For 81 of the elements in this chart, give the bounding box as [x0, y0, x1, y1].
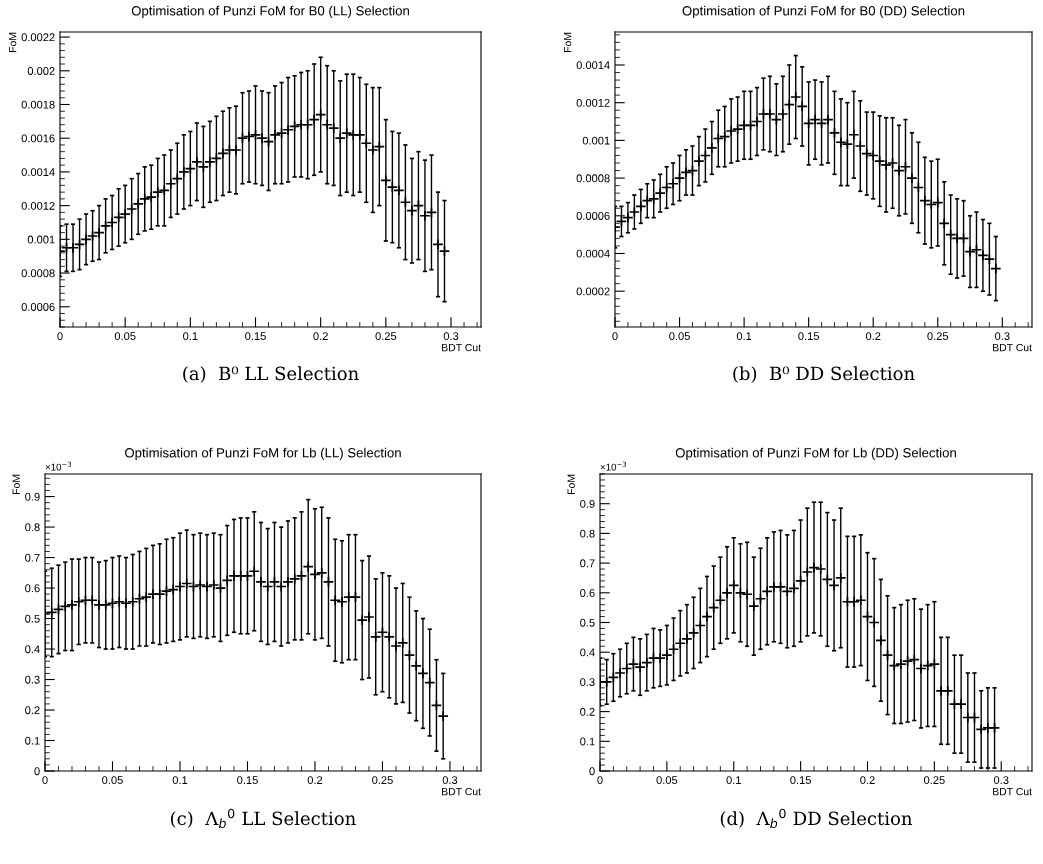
chart-title: Optimisation of Punzi FoM for B0 (LL) Selection [131, 5, 409, 19]
y-tick-label: 0.2 [25, 706, 40, 715]
x-tick-label: 0.05 [669, 332, 690, 341]
x-tick-label: 0.25 [375, 332, 397, 341]
text: (d) Λ$_{b}$$^{0}$ DD Selection [720, 808, 913, 829]
x-tick-label: 0.05 [656, 776, 678, 785]
x-tick-label: 0.2 [860, 776, 875, 785]
x-tick-label: 0.2 [865, 332, 881, 341]
chart-title: Optimisation of Punzi FoM for B0 (DD) Selection [682, 5, 965, 19]
y-tick-label: 0 [34, 767, 40, 776]
x-tick-label: 0.1 [736, 332, 752, 341]
y-axis-title: FoM [9, 32, 17, 52]
y-tick-label: 0.0012 [576, 98, 610, 107]
x-tick-label: 0.15 [245, 332, 266, 341]
y-tick-label: 0.6 [580, 589, 595, 597]
x-tick-label: 0 [57, 332, 63, 341]
y-tick-label: 0.0014 [21, 168, 55, 177]
x-axis-title: BDT Cut [993, 787, 1032, 796]
x-tick-label: 0.25 [923, 776, 945, 785]
x-tick-label: 0.3 [443, 332, 459, 341]
text: (b) B⁰ DD Selection [733, 366, 915, 383]
x-tick-label: 0.15 [790, 776, 811, 785]
y-tick-label: 0.0006 [576, 212, 610, 220]
y-tick-label: 0.0014 [576, 61, 610, 70]
x-tick-label: 0.05 [102, 776, 123, 785]
x-tick-label: 0.2 [313, 332, 328, 341]
x-tick-label: 0.3 [442, 776, 458, 785]
x-axis-title: BDT Cut [993, 343, 1032, 352]
y-tick-label: 0.7 [580, 559, 595, 568]
y-tick-label: 0.0008 [21, 269, 55, 278]
y-tick-label: 0.0002 [576, 287, 610, 296]
y-tick-label: 0.001 [27, 235, 55, 244]
y-tick-label: 0.3 [25, 675, 40, 684]
chart-title: Optimisation of Punzi FoM for Lb (LL) Selection [125, 447, 401, 461]
y-tick-label: 0.0012 [21, 201, 55, 210]
y-tick-label: 0.8 [580, 529, 595, 538]
y-tick-label: 0.8 [25, 523, 40, 532]
text: ×10$^{−3}$ [45, 461, 72, 471]
x-tick-label: 0.2 [307, 776, 323, 785]
x-tick-label: 0 [612, 332, 618, 341]
x-tick-label: 0.15 [237, 776, 258, 785]
y-tick-label: 0.5 [25, 614, 40, 623]
x-tick-label: 0.25 [927, 332, 949, 341]
y-tick-label: 0 [589, 767, 595, 776]
x-tick-label: 0.1 [172, 776, 188, 785]
x-axis-title: BDT Cut [442, 343, 481, 352]
x-tick-label: 0.1 [183, 332, 198, 341]
y-tick-label: 0.9 [25, 492, 40, 501]
x-tick-label: 0 [597, 776, 603, 785]
y-tick-label: 0.9 [580, 499, 595, 508]
y-tick-label: 0.4 [25, 645, 40, 654]
x-tick-label: 0.3 [993, 776, 1009, 785]
y-tick-label: 0.2 [580, 707, 595, 716]
y-tick-label: 0.002 [27, 67, 55, 75]
y-tick-label: 0.0004 [576, 249, 610, 258]
y-tick-label: 0.1 [580, 737, 595, 746]
y-tick-label: 0.0016 [21, 134, 55, 143]
y-axis-title: FoM [567, 474, 575, 494]
x-tick-label: 0.25 [372, 776, 393, 785]
y-tick-label: 0.4 [580, 648, 595, 657]
chart-title: Optimisation of Punzi FoM for Lb (DD) Selection [675, 447, 956, 461]
text: (c) Λ$_{b}$$^{0}$ LL Selection [170, 808, 356, 829]
y-tick-label: 0.0008 [576, 174, 610, 183]
y-tick-label: 0.7 [25, 553, 40, 562]
y-tick-label: 0.001 [582, 136, 610, 145]
y-tick-label: 0.0022 [21, 33, 55, 42]
text: ×10$^{−3}$ [600, 461, 627, 471]
x-tick-label: 0.3 [995, 332, 1010, 341]
y-tick-label: 0.3 [580, 678, 595, 687]
y-tick-label: 0.0018 [21, 100, 55, 109]
text: (a) B⁰ LL Selection [183, 366, 359, 383]
x-tick-label: 0.15 [798, 332, 819, 341]
y-tick-label: 0.1 [25, 736, 40, 745]
y-tick-label: 0.5 [580, 618, 595, 627]
y-axis-title: FoM [564, 32, 572, 52]
x-tick-label: 0.05 [114, 332, 136, 341]
y-tick-label: 0.0006 [21, 303, 55, 311]
x-tick-label: 0.1 [726, 776, 741, 785]
y-axis-title: FoM [12, 474, 20, 494]
x-axis-title: BDT Cut [442, 787, 481, 796]
y-tick-label: 0.6 [25, 584, 40, 593]
